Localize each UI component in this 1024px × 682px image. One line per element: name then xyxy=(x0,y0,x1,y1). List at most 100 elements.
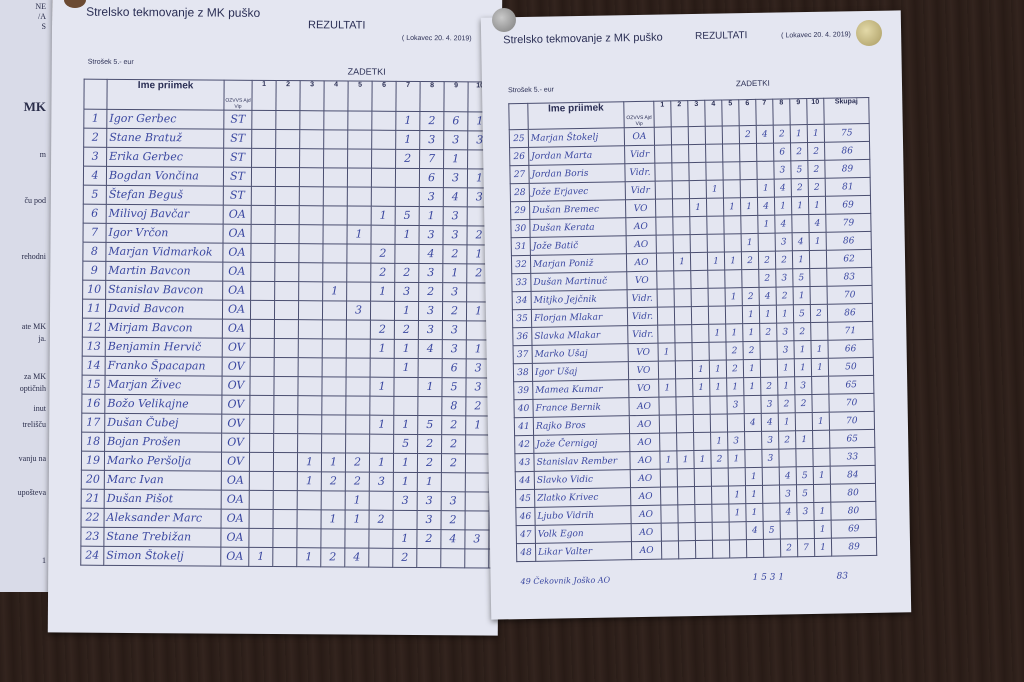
club-code: OA xyxy=(222,243,251,263)
hits-cell xyxy=(274,319,299,339)
club-code: OA xyxy=(223,205,252,225)
hits-cell xyxy=(274,281,299,301)
hits-cell: 3 xyxy=(727,431,745,450)
hits-cell xyxy=(250,281,275,301)
pushpin xyxy=(492,8,516,32)
total-score: 71 xyxy=(827,321,873,341)
hits-cell: 3 xyxy=(441,491,466,511)
hits-cell: 1 xyxy=(395,111,420,131)
hits-cell xyxy=(678,540,696,559)
hits-cell xyxy=(249,452,274,472)
hits-cell: 1 xyxy=(321,452,346,472)
hits-cell xyxy=(711,467,729,487)
hits-cell xyxy=(797,520,815,539)
total-score: 89 xyxy=(831,537,877,557)
hits-cell xyxy=(661,540,679,560)
header-name: Ime priimek xyxy=(527,101,625,130)
row-number: 2 xyxy=(83,128,107,148)
hits-cell: 1 xyxy=(392,529,418,549)
hits-cell xyxy=(298,224,324,244)
hits-cell xyxy=(299,205,324,225)
competitor-name: Mitjko Jejčnik xyxy=(531,289,628,310)
hits-cell xyxy=(249,376,275,396)
row-number: 47 xyxy=(516,525,536,544)
club-code: OA xyxy=(222,300,251,320)
total-score: 65 xyxy=(829,429,875,449)
hits-cell xyxy=(273,471,298,491)
row-number: 1 xyxy=(83,109,107,129)
hits-cell: 1 xyxy=(709,377,727,397)
hits-cell xyxy=(795,448,814,467)
hits-cell: 2 xyxy=(394,320,419,340)
competitor-name: Jože Černigoj xyxy=(533,433,630,454)
text-fragment: ja. xyxy=(38,334,46,343)
hits-cell xyxy=(465,472,490,493)
competitor-name: Martin Bavcon xyxy=(105,261,223,282)
hits-cell: 5 xyxy=(393,434,418,454)
hits-cell: 1 xyxy=(812,412,830,431)
total-score: 69 xyxy=(825,195,871,215)
hits-cell xyxy=(249,471,274,491)
hits-cell xyxy=(345,376,371,397)
hits-cell xyxy=(369,491,394,511)
hits-cell xyxy=(694,468,712,487)
row-number: 48 xyxy=(516,543,536,562)
hits-cell: 1 xyxy=(757,179,775,198)
hits-cell xyxy=(250,357,275,377)
competitor-name: Stanislav Rember xyxy=(533,451,631,472)
text-fragment: za MK xyxy=(24,372,46,381)
hits-cell: 4 xyxy=(774,214,793,234)
hits-cell xyxy=(299,148,324,168)
header-shot-8: 8 xyxy=(772,98,791,126)
hits-cell xyxy=(393,510,418,530)
competitor-name: Marko Peršolja xyxy=(104,451,222,472)
total-score: 80 xyxy=(830,501,877,521)
hits-cell xyxy=(678,522,696,541)
hits-cell: 2 xyxy=(808,178,826,197)
text-fragment: 1 xyxy=(42,556,46,565)
row-number: 14 xyxy=(82,356,106,376)
hits-cell: 1 xyxy=(743,359,761,378)
header-shot-6: 6 xyxy=(371,81,397,112)
hits-cell xyxy=(273,490,298,510)
competitor-name: Dušan Kerata xyxy=(529,217,627,238)
hits-cell xyxy=(711,485,729,505)
hits-cell xyxy=(297,490,322,510)
hits-cell: 4 xyxy=(344,547,369,568)
header-shot-3: 3 xyxy=(299,80,325,111)
hits-cell xyxy=(322,357,347,377)
hits-cell: 1 xyxy=(810,340,829,359)
hits-cell xyxy=(344,528,370,549)
total-score: 66 xyxy=(827,339,874,359)
row-number: 34 xyxy=(512,291,532,310)
hits-cell xyxy=(417,396,442,416)
sheet-title: Strelsko tekmovanje z MK puško xyxy=(503,31,663,47)
club-code: VO xyxy=(627,343,659,362)
hits-cell: 1 xyxy=(419,206,444,226)
hits-cell xyxy=(691,342,710,361)
hits-cell xyxy=(812,430,830,449)
hits-cell xyxy=(695,540,713,559)
hits-cell: 1 xyxy=(297,452,322,472)
competitor-name: Dušan Čubej xyxy=(104,413,222,434)
hits-cell: 2 xyxy=(807,160,826,179)
header-shot-7: 7 xyxy=(395,81,421,112)
hits-cell: 4 xyxy=(792,232,810,251)
hits-cell: 2 xyxy=(759,323,777,342)
hits-cell: 3 xyxy=(761,449,780,468)
hits-cell xyxy=(323,186,348,207)
hits-cell: 5 xyxy=(763,521,781,540)
hits-cell: 1 xyxy=(321,509,346,529)
hits-cell xyxy=(780,520,798,540)
hits-cell: 1 xyxy=(673,252,691,271)
hits-cell xyxy=(674,288,692,307)
text-fragment: vanju na xyxy=(18,454,46,463)
hits-cell: 1 xyxy=(807,124,825,143)
header-shot-5: 5 xyxy=(347,81,373,112)
club-code: OA xyxy=(222,262,251,282)
text-fragment: rehodni xyxy=(21,252,46,261)
hits-cell xyxy=(811,394,830,413)
hits-cell xyxy=(708,341,727,361)
competitor-name: Marjan Štokelj xyxy=(528,127,625,148)
row-number: 32 xyxy=(511,255,531,274)
